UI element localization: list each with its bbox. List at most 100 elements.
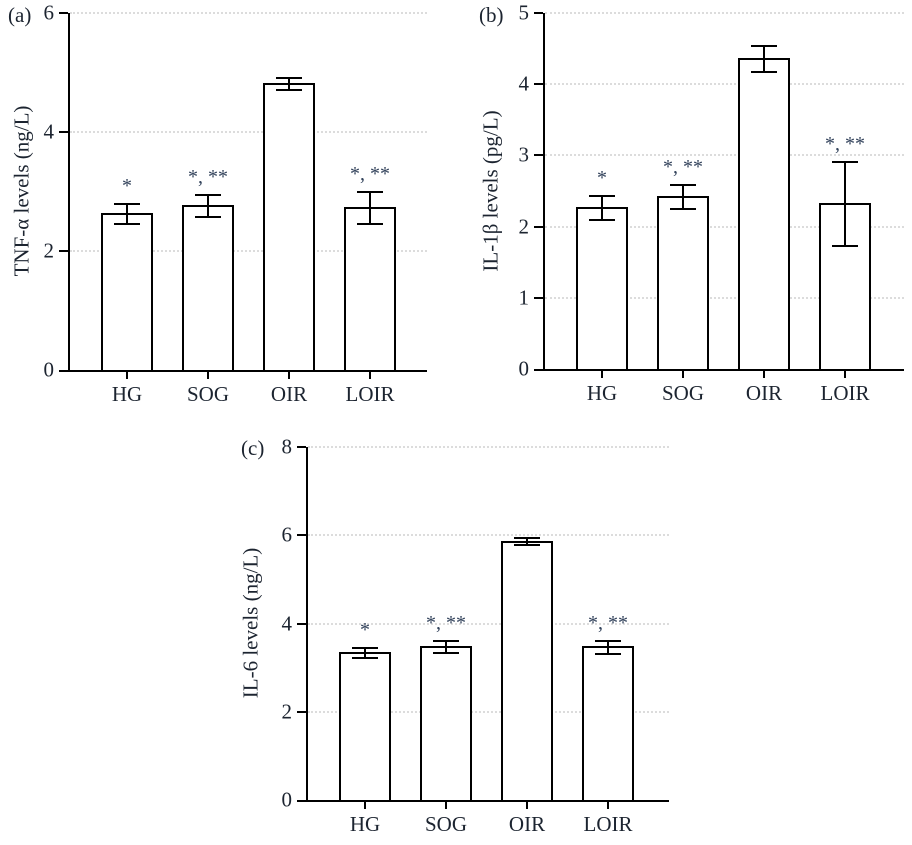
error-bar-bottom-cap [114, 223, 140, 226]
error-bar-bottom-cap [589, 218, 615, 221]
y-axis-tick [534, 83, 543, 86]
y-axis-tick [534, 296, 543, 299]
x-axis-line [297, 800, 669, 802]
error-bar-top-cap [114, 202, 140, 205]
y-gridline [308, 710, 669, 713]
y-gridline [545, 296, 904, 299]
x-axis-tick [601, 371, 603, 378]
x-axis-tick [844, 371, 846, 378]
error-bar-line [682, 183, 684, 211]
x-category-label: SOG [661, 381, 705, 405]
error-bar-bottom-cap [357, 223, 383, 226]
x-axis-tick [682, 371, 684, 378]
x-axis-tick [364, 802, 366, 809]
y-axis-tick [534, 154, 543, 157]
y-tick-label: 4 [43, 119, 55, 144]
error-bar-line [126, 202, 128, 226]
y-axis-tick [59, 131, 68, 133]
error-bar-top-cap [276, 76, 302, 79]
y-axis-tick [297, 710, 306, 713]
bar-oir [501, 540, 553, 802]
panel-c-label: (c) [241, 436, 265, 460]
bar-loir [582, 646, 634, 802]
bar-oir [263, 82, 315, 372]
y-gridline [545, 83, 904, 86]
y-tick-label: 4 [518, 71, 530, 96]
error-bar-line [445, 639, 447, 655]
y-gridline [308, 622, 669, 625]
x-category-label: OIR [270, 382, 308, 406]
bar-loir [344, 206, 396, 372]
y-tick-label: 6 [281, 522, 293, 547]
y-tick-label: 0 [281, 787, 293, 812]
y-axis-tick [297, 622, 306, 625]
y-tick-label: 0 [43, 357, 55, 382]
x-category-label: LOIR [583, 812, 633, 836]
error-bar-line [288, 76, 290, 91]
y-tick-label: 6 [43, 0, 55, 25]
y-axis-tick [59, 250, 68, 252]
bar-oir [738, 57, 790, 371]
error-bar-top-cap [357, 190, 383, 193]
panel-c-y-axis-title: IL-6 levels (ng/L) [238, 547, 263, 699]
x-category-label: OIR [508, 812, 546, 836]
y-gridline [545, 12, 904, 14]
error-bar-bottom-cap [514, 543, 540, 546]
error-bar-bottom-cap [670, 208, 696, 211]
error-bar-top-cap [595, 640, 621, 643]
y-axis-tick [297, 446, 306, 448]
y-gridline [545, 225, 904, 228]
y-tick-label: 0 [518, 356, 530, 381]
significance-label: *, ** [825, 133, 865, 156]
x-category-label: HG [111, 382, 143, 406]
error-bar-bottom-cap [433, 652, 459, 655]
y-tick-label: 4 [281, 611, 293, 635]
error-bar-line [526, 537, 528, 546]
y-gridline [70, 12, 427, 14]
y-gridline [308, 446, 669, 448]
y-axis-line [68, 13, 70, 372]
error-bar-top-cap [589, 194, 615, 197]
x-category-label: LOIR [345, 382, 395, 406]
error-bar-bottom-cap [276, 88, 302, 91]
bar-sog [420, 646, 472, 802]
y-axis-tick [59, 12, 68, 14]
x-axis-tick [526, 802, 528, 809]
error-bar-bottom-cap [595, 652, 621, 655]
x-axis-tick [369, 372, 371, 379]
y-tick-label: 8 [281, 434, 293, 459]
y-gridline [70, 250, 427, 252]
y-tick-label: 2 [43, 238, 55, 263]
error-bar-top-cap [433, 639, 459, 642]
significance-label: *, ** [426, 611, 466, 634]
x-category-label: SOG [424, 812, 468, 836]
x-category-label: LOIR [820, 381, 870, 405]
y-axis-tick [534, 225, 543, 228]
x-axis-tick [288, 372, 290, 379]
panel-b-label: (b) [479, 3, 504, 27]
error-bar-line [601, 194, 603, 221]
bar-hg [339, 651, 391, 802]
error-bar-top-cap [514, 537, 540, 540]
panel-a-label: (a) [8, 3, 32, 27]
y-gridline [545, 154, 904, 157]
y-tick-label: 1 [518, 285, 530, 310]
y-axis-line [306, 447, 308, 802]
x-axis-line [59, 370, 427, 372]
x-axis-tick [607, 802, 609, 809]
significance-label: * [122, 174, 132, 197]
y-axis-tick [534, 12, 543, 14]
x-axis-tick [763, 371, 765, 378]
x-category-label: OIR [745, 381, 783, 405]
error-bar-line [844, 161, 846, 248]
error-bar-bottom-cap [832, 245, 858, 248]
y-gridline [70, 131, 427, 133]
error-bar-line [607, 640, 609, 655]
significance-label: *, ** [588, 612, 628, 635]
error-bar-top-cap [195, 194, 221, 197]
bar-sog [657, 195, 709, 371]
